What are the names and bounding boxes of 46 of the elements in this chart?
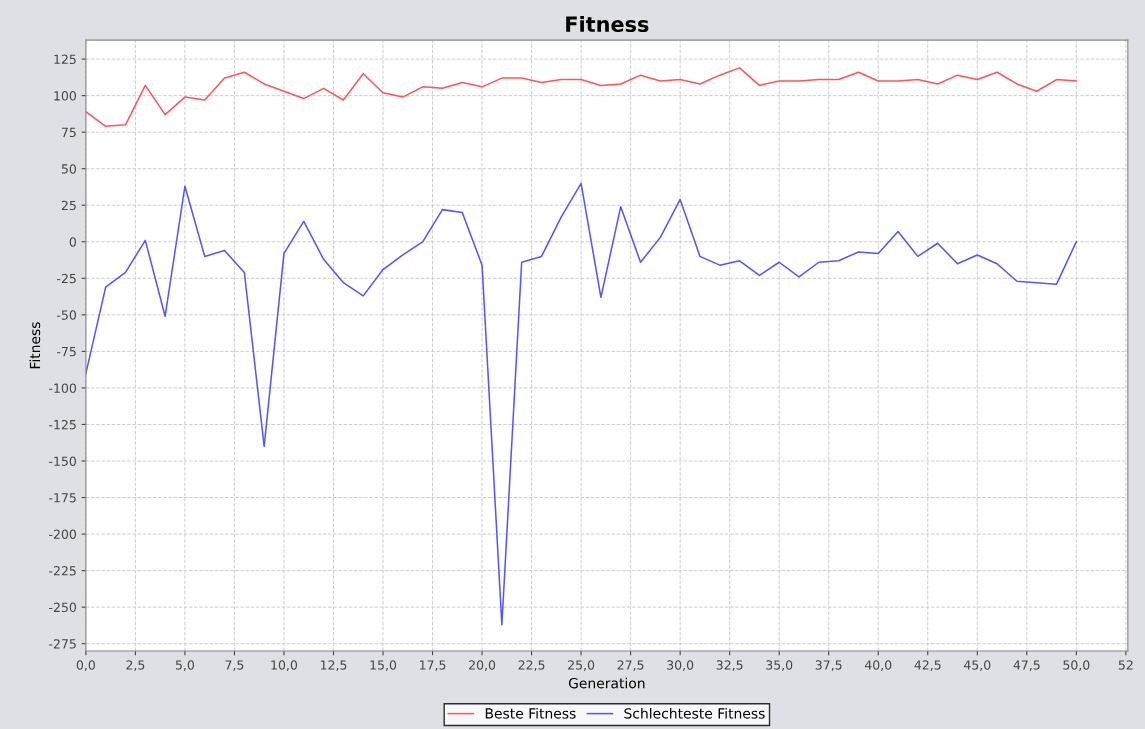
x-tick-label: 47,5	[1013, 660, 1040, 671]
x-tick-label: 2,5	[126, 660, 145, 671]
x-tick-label: 25,0	[568, 660, 595, 671]
x-tick-label: 42,5	[914, 660, 941, 671]
chart-title: Fitness	[566, 15, 649, 33]
y-tick-label: 75	[61, 127, 76, 138]
y-tick-label: 125	[54, 54, 76, 65]
x-tick-label: 20,0	[469, 660, 496, 671]
y-axis-title: Fitness	[29, 322, 41, 369]
legend-label: Beste Fitness	[485, 707, 576, 719]
x-tick-label: 32,5	[716, 660, 743, 671]
x-tick-label: 0,0	[76, 660, 95, 671]
x-tick-label: 7,5	[225, 660, 244, 671]
x-tick-label: 15,0	[370, 660, 397, 671]
x-tick-label: 37,5	[815, 660, 842, 671]
x-tick-label: 27,5	[617, 660, 644, 671]
y-tick-label: -150	[49, 456, 77, 466]
y-tick-label: -200	[49, 529, 77, 539]
x-tick-label: 45,0	[963, 660, 991, 671]
x-tick-label: 40,0	[864, 660, 892, 671]
x-tick-label: 50,0	[1063, 660, 1090, 671]
y-tick-label: 100	[54, 91, 77, 101]
y-tick-label: -25	[57, 273, 76, 284]
x-tick-label: 10,0	[271, 660, 298, 671]
y-tick-label: -125	[49, 419, 76, 430]
y-tick-label: 0	[69, 237, 77, 247]
y-tick-label: -250	[49, 602, 77, 613]
line-series	[85, 67, 1078, 128]
x-tick-label: 35,0	[766, 660, 793, 671]
x-tick-label: 5,0	[175, 660, 195, 671]
y-tick-label: -175	[49, 493, 76, 503]
y-tick-label: 50	[61, 164, 77, 174]
line-series	[85, 182, 1078, 626]
y-tick-label: 25	[61, 200, 76, 211]
x-tick-label: 22,5	[518, 660, 545, 671]
y-tick-label: -75	[57, 347, 76, 357]
y-tick-label: -275	[49, 639, 76, 649]
y-tick-label: -225	[49, 566, 76, 576]
y-tick-label: -50	[57, 310, 77, 320]
legend-label: Schlechteste Fitness	[624, 707, 765, 719]
x-tick-label: 52	[1118, 660, 1133, 670]
x-tick-label: 17,5	[419, 660, 446, 671]
y-tick-label: -100	[49, 383, 77, 393]
x-tick-label: 30,0	[667, 660, 694, 671]
x-axis-title: Generation	[568, 677, 645, 689]
x-tick-label: 12,5	[320, 660, 347, 671]
